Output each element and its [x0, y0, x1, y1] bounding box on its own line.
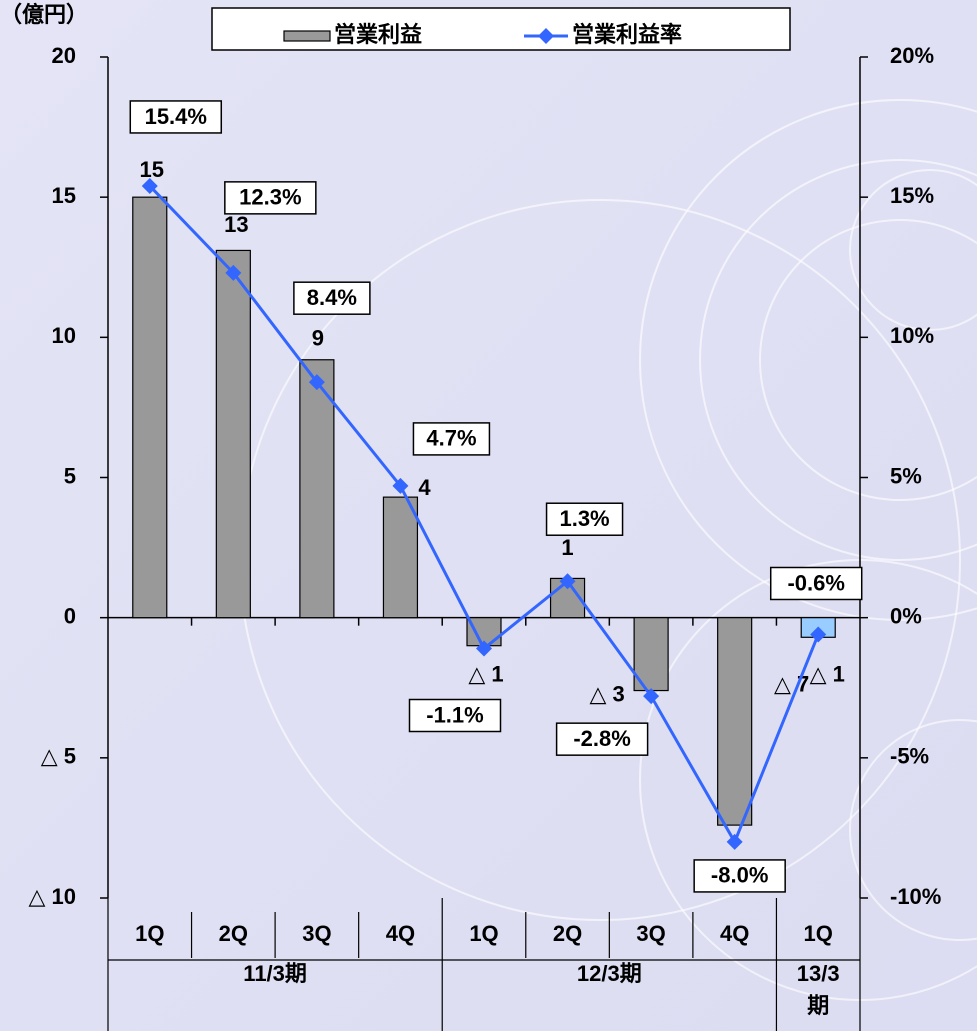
bar	[299, 359, 335, 619]
bar-value-label: 9	[312, 326, 324, 351]
rate-label: 8.4%	[307, 285, 357, 310]
rate-marker	[643, 688, 660, 705]
bar	[382, 496, 419, 619]
bar-value-label: 13	[224, 212, 248, 237]
rate-label-box	[769, 566, 863, 601]
rate-label-box	[693, 859, 786, 893]
rate-marker	[476, 640, 492, 657]
rate-label: 4.7%	[426, 426, 476, 451]
y-tick-label: 5	[64, 463, 76, 488]
rate-marker	[726, 833, 743, 850]
x-tick-label: 3Q	[636, 921, 665, 946]
rate-marker	[225, 264, 242, 281]
rate-label-box	[129, 100, 223, 134]
rate-label: 12.3%	[239, 185, 301, 210]
rate-label-box	[412, 422, 491, 456]
rate-marker	[141, 177, 158, 194]
y-tick-label: 20	[52, 43, 76, 68]
group-label: 11/3期	[243, 961, 307, 986]
bar-value-label: △ 7	[774, 671, 809, 696]
x-tick-label: 2Q	[553, 921, 582, 946]
rate-label: 15.4%	[145, 104, 207, 129]
group-label: 12/3期	[577, 961, 642, 986]
y-tick-label: △ 10	[28, 884, 76, 909]
legend-swatch-bar	[283, 30, 331, 42]
bar-value-label: △ 1	[468, 661, 503, 686]
rate-label: -1.1%	[426, 702, 483, 727]
rate-label: 1.3%	[559, 506, 609, 531]
legend-label: 営業利益率	[572, 22, 682, 47]
bar-value-label: △ 3	[589, 681, 624, 706]
rate-label-box	[224, 181, 317, 215]
x-tick-label: 1Q	[135, 921, 164, 946]
bar-value-label: 4	[418, 475, 431, 500]
rate-label-box	[555, 722, 649, 756]
rate-label: -2.8%	[573, 726, 630, 751]
legend-label: 営業利益	[334, 22, 422, 47]
bar	[215, 249, 251, 619]
y-tick-label: 0	[64, 603, 76, 628]
bar-value-label: 15	[140, 157, 164, 182]
rate-marker	[392, 477, 409, 494]
x-tick-label: 2Q	[219, 921, 248, 946]
rate-marker	[559, 573, 576, 590]
bar	[132, 196, 168, 619]
y-tick-label: 15	[52, 183, 76, 208]
bar-value-label: 1	[561, 535, 573, 560]
rate-label-box	[545, 502, 624, 536]
y2-tick-label: 5%	[890, 463, 922, 488]
y2-tick-label: 15%	[890, 183, 934, 208]
rate-marker	[810, 626, 827, 643]
y-tick-label: 10	[52, 323, 76, 348]
y-tick-label: △ 5	[41, 744, 76, 769]
y2-tick-label: -10%	[890, 884, 941, 909]
group-label: 13/3 期	[797, 961, 840, 1018]
bar-value-label: △ 1	[810, 661, 845, 686]
legend-swatch-marker	[538, 28, 554, 44]
y2-tick-label: 10%	[890, 323, 934, 348]
bar	[717, 617, 753, 826]
x-tick-label: 1Q	[804, 921, 833, 946]
rate-marker	[308, 374, 325, 391]
y2-tick-label: 20%	[890, 43, 934, 68]
x-tick-label: 3Q	[302, 921, 331, 946]
rate-label: -8.0%	[711, 863, 768, 888]
x-tick-label: 4Q	[386, 921, 415, 946]
x-tick-label: 1Q	[469, 921, 498, 946]
y2-tick-label: -5%	[890, 744, 929, 769]
unit-label: （億円）	[0, 2, 88, 27]
legend-box	[211, 7, 791, 51]
x-tick-label: 4Q	[720, 921, 749, 946]
rate-label-box	[408, 698, 502, 733]
y2-tick-label: 0%	[890, 603, 922, 628]
rate-label: -0.6%	[787, 570, 844, 595]
rate-label-box	[293, 281, 371, 315]
